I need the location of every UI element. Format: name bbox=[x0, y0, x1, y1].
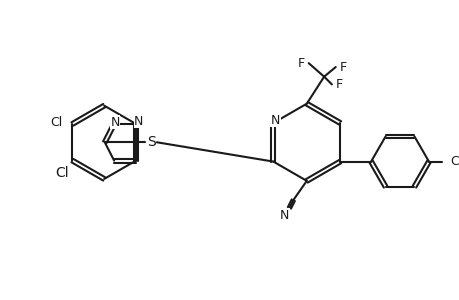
Text: S: S bbox=[146, 135, 155, 149]
Text: Cl: Cl bbox=[50, 116, 63, 128]
Text: F: F bbox=[339, 61, 346, 74]
Text: Cl: Cl bbox=[55, 167, 68, 180]
Text: N: N bbox=[270, 114, 280, 127]
Text: F: F bbox=[297, 57, 304, 70]
Text: N: N bbox=[280, 209, 289, 222]
Text: F: F bbox=[335, 78, 342, 91]
Text: N: N bbox=[110, 116, 119, 128]
Text: Cl: Cl bbox=[449, 155, 459, 168]
Text: N: N bbox=[134, 115, 143, 128]
